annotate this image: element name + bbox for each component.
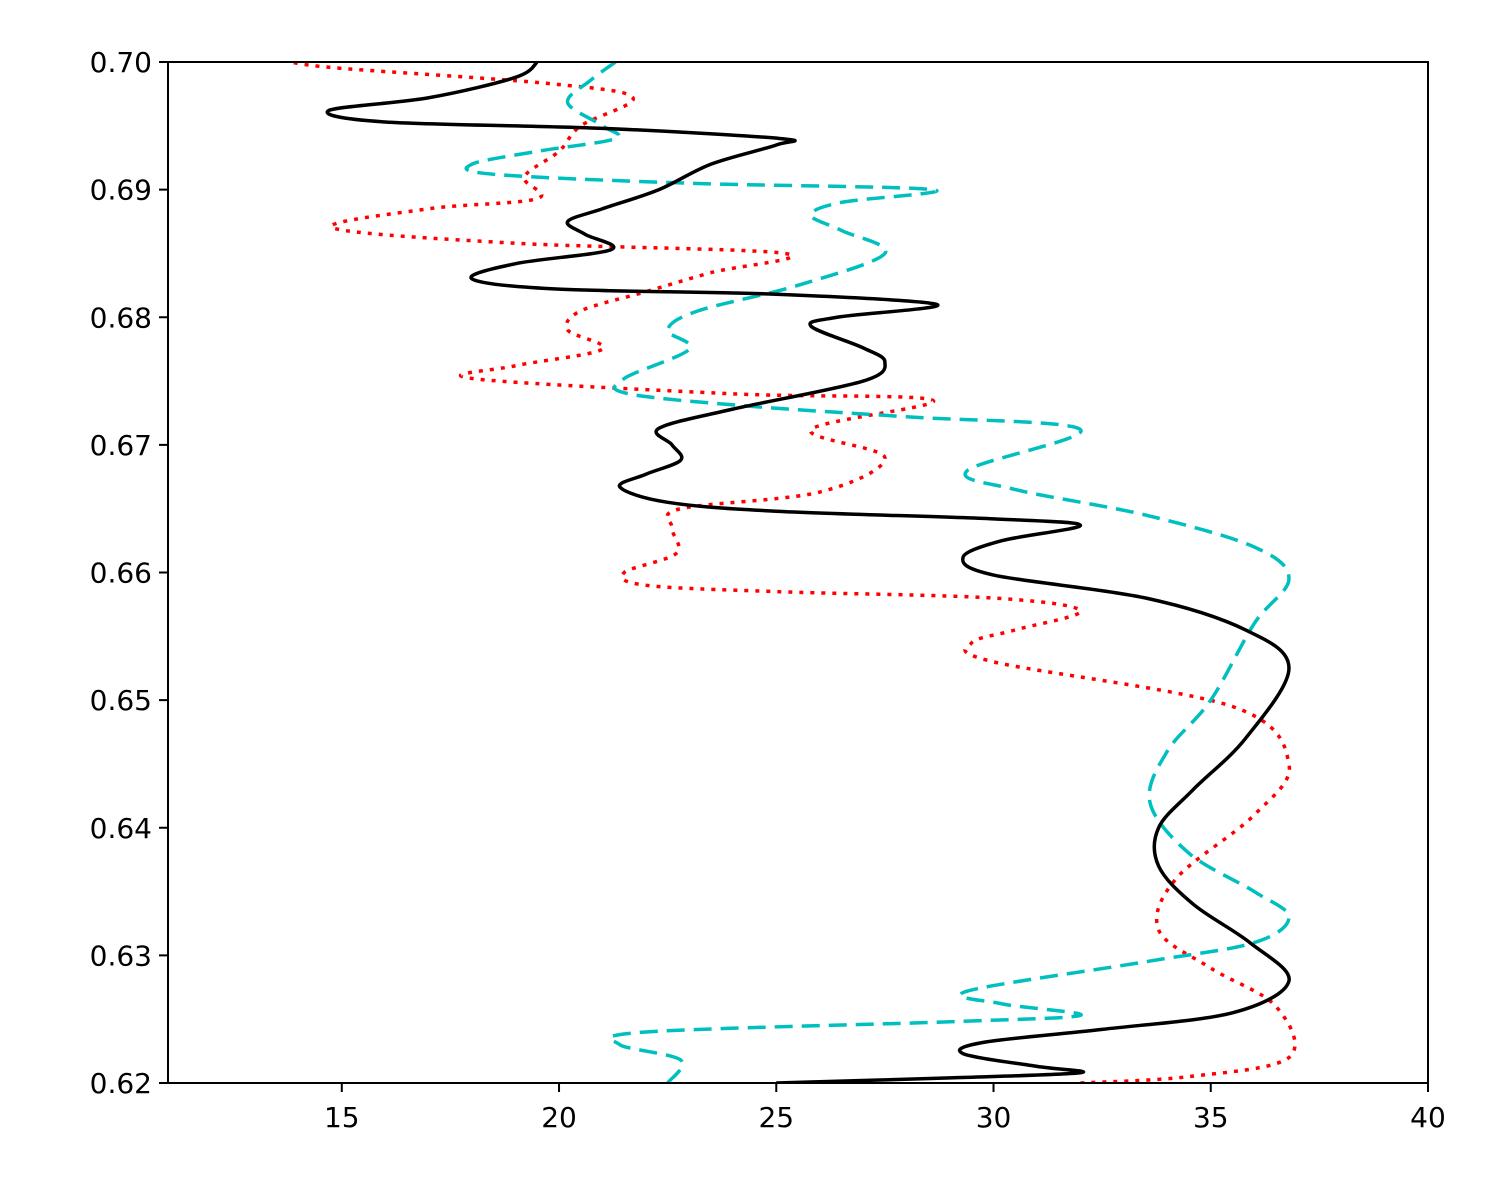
x-tick-label: 15 <box>324 1101 360 1134</box>
y-tick-label: 0.62 <box>90 1067 152 1100</box>
x-tick-label: 40 <box>1410 1101 1446 1134</box>
series-line-solid <box>325 62 1291 1083</box>
y-tick-label: 0.66 <box>90 557 152 590</box>
series-layer <box>289 62 1297 1083</box>
y-tick-label: 0.69 <box>90 174 152 207</box>
y-tick-label: 0.64 <box>90 812 152 845</box>
y-tick-label: 0.63 <box>90 939 152 972</box>
y-tick-label: 0.70 <box>90 46 152 79</box>
x-tick-label: 25 <box>758 1101 794 1134</box>
y-tick-label: 0.67 <box>90 429 152 462</box>
x-tick-label: 30 <box>976 1101 1012 1134</box>
x-axis: 15 20 25 30 35 40 <box>324 1083 1446 1134</box>
x-tick-label: 20 <box>541 1101 577 1134</box>
x-tick-label: 35 <box>1193 1101 1229 1134</box>
y-tick-label: 0.68 <box>90 301 152 334</box>
y-tick-label: 0.65 <box>90 684 152 717</box>
y-axis: 0.62 0.63 0.64 0.65 0.66 0.67 0.68 0.69 0.70 <box>90 46 168 1100</box>
